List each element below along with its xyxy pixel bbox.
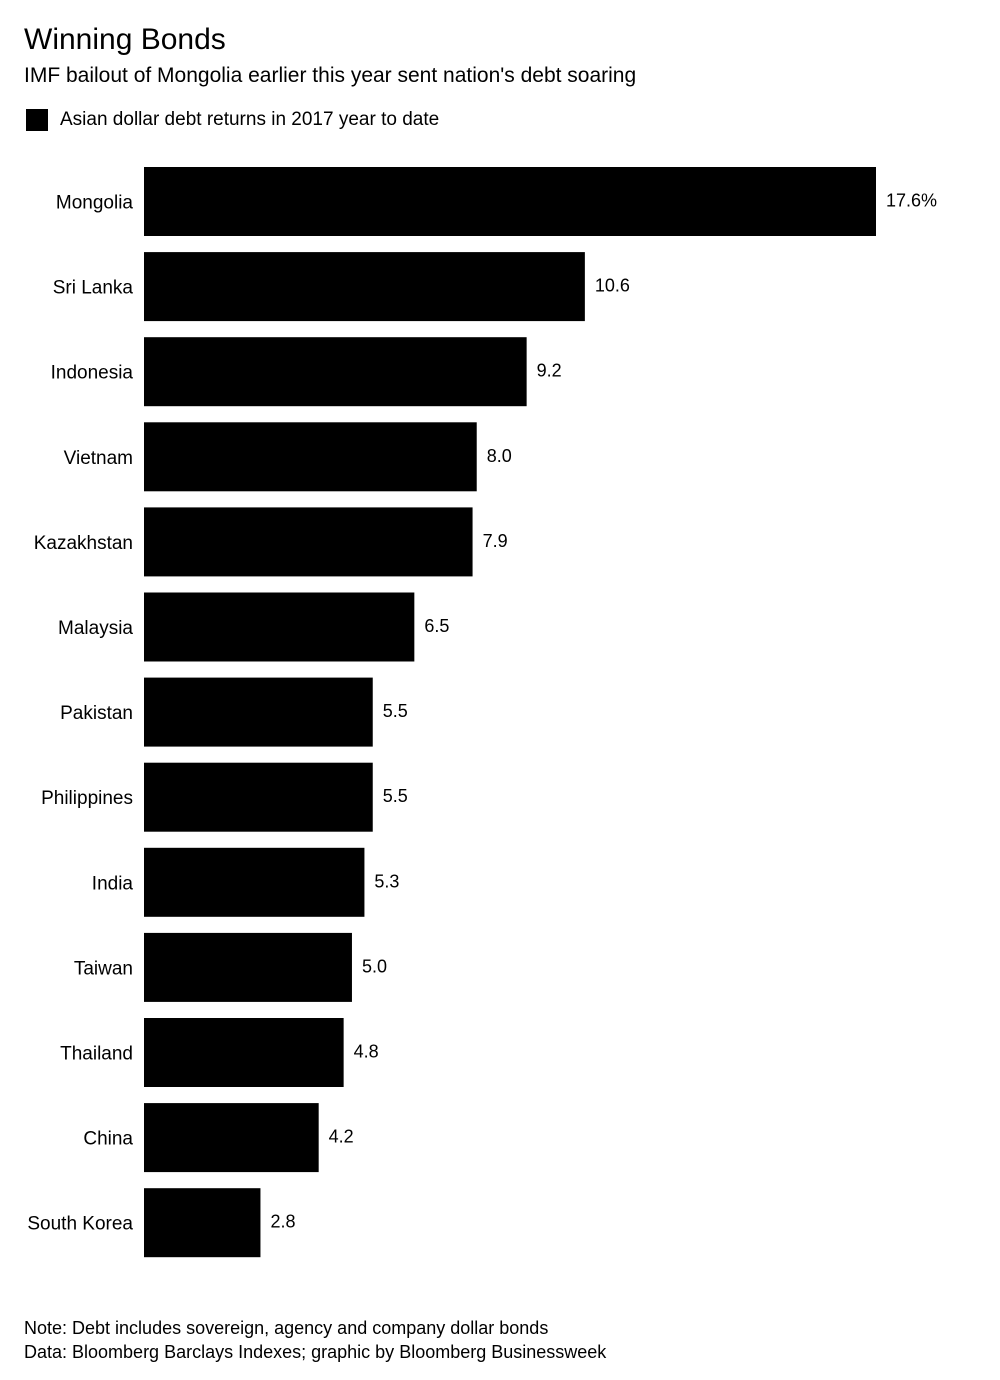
value-label: 6.5 [424,616,449,636]
bar-philippines [144,762,373,832]
bar-indonesia [144,337,527,407]
value-label: 7.9 [483,531,508,551]
bar-malaysia [144,592,415,662]
category-label: Sri Lanka [53,278,134,299]
bar-south-korea [144,1188,261,1258]
category-label: Pakistan [60,703,133,724]
value-label: 5.0 [362,956,387,976]
legend-swatch [26,109,48,131]
bar-vietnam [144,422,477,492]
category-label: Philippines [41,788,133,809]
value-label: 9.2 [537,361,562,381]
category-label: Kazakhstan [34,533,133,554]
value-label: 8.0 [487,446,512,466]
value-label: 4.8 [354,1042,379,1062]
bar-kazakhstan [144,507,473,577]
footnotes: Note: Debt includes sovereign, agency an… [24,1316,606,1364]
category-label: India [92,873,134,894]
value-label: 10.6 [595,276,630,296]
category-label: Mongolia [56,193,134,214]
bar-mongolia [144,167,876,236]
legend-label: Asian dollar debt returns in 2017 year t… [60,109,440,130]
bar-india [144,847,365,917]
category-label: Thailand [60,1044,133,1065]
category-label: China [83,1129,133,1150]
category-label: Taiwan [74,958,133,979]
note-text: Note: Debt includes sovereign, agency an… [24,1318,549,1338]
bar-thailand [144,1018,344,1087]
value-label: 5.5 [383,701,408,721]
value-label: 5.5 [383,786,408,806]
chart-subtitle: IMF bailout of Mongolia earlier this yea… [24,64,637,87]
bar-china [144,1103,319,1173]
category-label: South Korea [27,1214,133,1235]
chart-title: Winning Bonds [24,23,226,56]
source-text: Data: Bloomberg Barclays Indexes; graphi… [24,1342,607,1362]
bar-sri-lanka [144,252,585,322]
bar-pakistan [144,677,373,747]
value-label: 17.6% [886,191,937,211]
legend: Asian dollar debt returns in 2017 year t… [26,106,439,134]
value-label: 5.3 [374,871,399,891]
category-label: Vietnam [64,448,133,469]
bar-taiwan [144,932,352,1002]
category-label: Indonesia [51,363,134,384]
category-label: Malaysia [58,618,133,639]
value-label: 2.8 [270,1212,295,1232]
value-label: 4.2 [329,1127,354,1147]
